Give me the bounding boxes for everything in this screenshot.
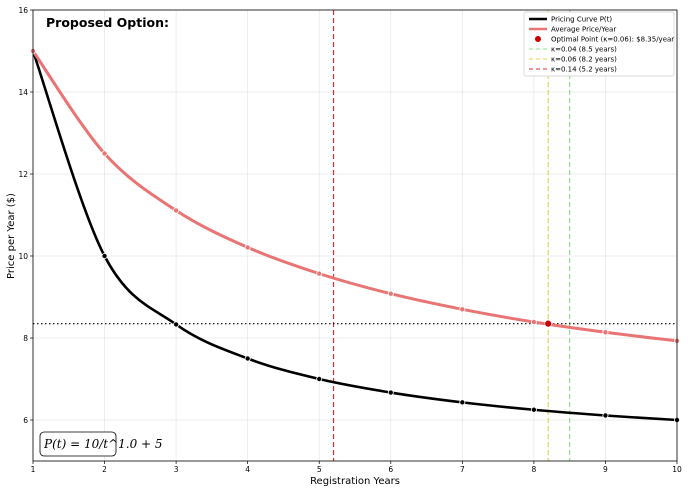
y-axis-label: Price per Year ($): [6, 193, 17, 279]
x-axis-label: Registration Years: [310, 476, 400, 487]
data-point-0: [173, 321, 180, 328]
data-point-1: [173, 207, 180, 214]
y-tick-label: 16: [18, 6, 28, 15]
data-point-1: [316, 270, 323, 277]
data-point-1: [530, 319, 537, 326]
x-tick-label: 3: [174, 465, 179, 474]
data-point-1: [244, 244, 251, 251]
legend-label-kappa-004: κ=0.04 (8.5 years): [551, 46, 617, 54]
x-tick-label: 2: [102, 465, 107, 474]
legend-label-kappa-006: κ=0.06 (8.2 years): [551, 56, 617, 64]
legend-box: [523, 11, 675, 77]
x-tick-label: 6: [388, 465, 393, 474]
y-tick-label: 10: [18, 252, 28, 261]
legend-label-kappa-014: κ=0.14 (5.2 years): [551, 66, 617, 74]
legend: Pricing Curve P(t) Average Price/Year Op…: [523, 11, 675, 77]
x-tick-label: 10: [672, 465, 682, 474]
data-point-1: [387, 290, 394, 297]
data-point-0: [530, 406, 537, 413]
data-point-0: [387, 389, 394, 396]
data-point-0: [316, 375, 323, 382]
plot-frame: [32, 9, 678, 462]
y-tick-label: 14: [18, 88, 28, 97]
formula-box: P(t) = 10/t^1.0 + 5: [39, 431, 163, 457]
series-layer: [29, 48, 681, 423]
data-point-1: [602, 329, 609, 336]
data-point-0: [101, 252, 108, 259]
x-tick-label: 9: [603, 465, 608, 474]
reference-lines: [33, 10, 677, 461]
x-tick-label: 7: [460, 465, 465, 474]
legend-label-pricing-curve: Pricing Curve P(t): [551, 16, 612, 24]
data-point-0: [244, 355, 251, 362]
x-tick-label: 5: [317, 465, 322, 474]
legend-label-average-price: Average Price/Year: [551, 26, 616, 34]
optimal-point-marker: [544, 319, 552, 328]
x-tick-label: 8: [531, 465, 536, 474]
data-point-0: [459, 399, 466, 406]
y-tick-label: 6: [23, 416, 28, 425]
x-tick-label: 4: [245, 465, 250, 474]
legend-swatch-optimal-point: [535, 36, 541, 42]
series-line-1: [31, 50, 678, 343]
chart-title: Proposed Option:: [46, 15, 169, 30]
formula-box-frame: [39, 431, 117, 457]
x-tick-label: 1: [31, 465, 36, 474]
data-point-0: [602, 412, 609, 419]
y-tick-label: 12: [18, 170, 28, 179]
y-tick-label: 8: [23, 334, 28, 343]
formula-text: P(t) = 10/t^1.0 + 5: [43, 437, 163, 451]
data-point-1: [459, 306, 466, 313]
legend-label-optimal-point: Optimal Point (κ=0.06): $8.35/year: [551, 36, 674, 44]
data-point-1: [101, 150, 108, 157]
plot-area: [33, 10, 677, 461]
